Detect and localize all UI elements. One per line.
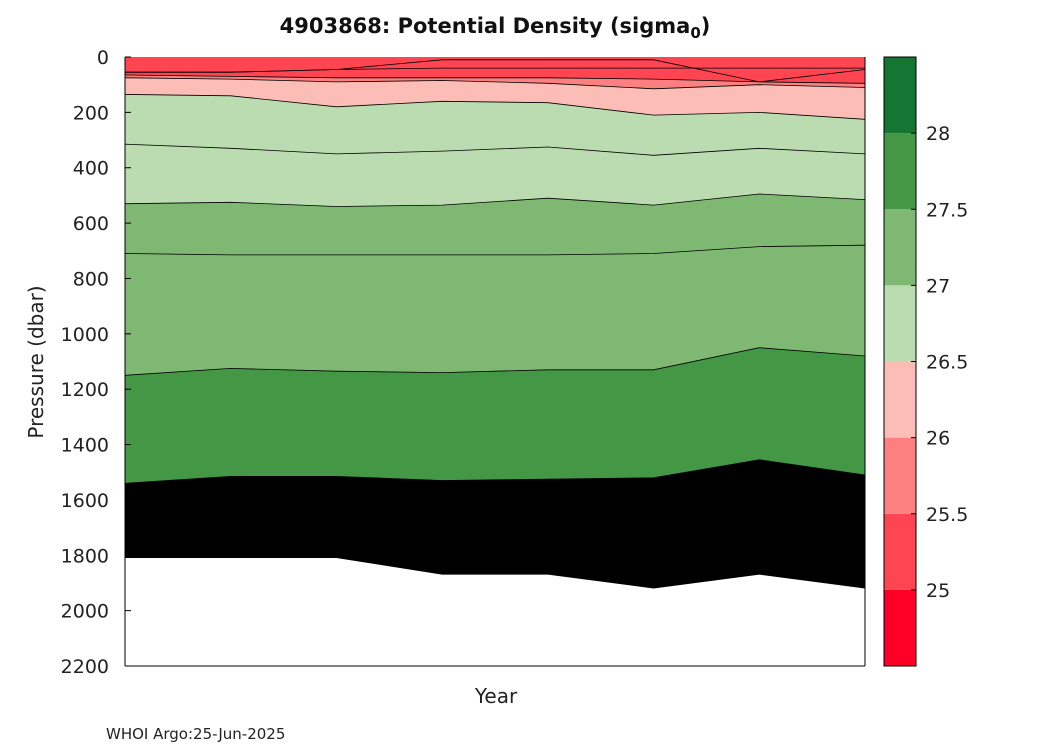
colorbar-segment-0 <box>884 589 916 666</box>
density-band-5 <box>125 144 865 207</box>
colorbar-segment-2 <box>884 437 916 514</box>
colorbar-segment-4 <box>884 285 916 362</box>
surface-contour-line <box>125 59 866 83</box>
colorbar-tick-label: 25 <box>926 580 950 602</box>
colorbar-tick-label: 28 <box>926 123 950 145</box>
density-band-6 <box>125 194 865 255</box>
isopycnal-line-5 <box>124 193 866 207</box>
colorbar-tick-label: 25.5 <box>926 504 968 526</box>
isopycnal-line-3 <box>124 94 866 120</box>
y-tick-label: 2200 <box>61 656 109 678</box>
colorbar-tick-label: 27 <box>926 275 950 297</box>
y-tick-label: 1400 <box>61 435 109 457</box>
y-tick-label: 1600 <box>61 490 109 512</box>
density-band-0 <box>125 57 865 82</box>
x-axis-label: Year <box>474 684 518 708</box>
density-band-7 <box>125 245 865 376</box>
colorbar-segment-5 <box>884 209 916 286</box>
colorbar-segment-7 <box>884 57 916 134</box>
isopycnal-line-2 <box>124 77 866 90</box>
colorbar-segment-1 <box>884 513 916 590</box>
y-tick-label: 600 <box>73 213 109 235</box>
isopycnal-line-1 <box>124 74 866 84</box>
isopycnal-contours <box>124 59 866 484</box>
y-tick-label: 800 <box>73 268 109 290</box>
colorbar-segment-6 <box>884 133 916 210</box>
colorbar-tick-label: 27.5 <box>926 199 968 221</box>
density-band-4 <box>125 94 865 156</box>
density-band-9 <box>125 459 865 589</box>
axes: 0 200 400 600 800 1000 1200 1400 1600 1800 2000 220… <box>61 47 866 678</box>
isopycnal-line-8 <box>124 459 866 484</box>
isopycnal-line-7 <box>124 347 866 376</box>
colorbar-tick-label: 26.5 <box>926 352 968 374</box>
density-band-2 <box>125 75 865 89</box>
y-tick-label: 1200 <box>61 379 109 401</box>
isopycnal-line-4 <box>124 143 866 156</box>
colorbar-segment-3 <box>884 361 916 438</box>
y-tick-label: 1800 <box>61 545 109 567</box>
y-tick-label: 2000 <box>61 601 109 623</box>
y-tick-label: 200 <box>73 102 109 124</box>
colorbar-tick-label: 26 <box>926 428 950 450</box>
footer-credit: WHOI Argo:25-Jun-2025 <box>106 725 286 743</box>
y-tick-label: 1000 <box>61 324 109 346</box>
y-tick-label: 400 <box>73 158 109 180</box>
density-band-8 <box>125 347 865 484</box>
isopycnal-line-6 <box>124 244 866 256</box>
y-tick-label: 0 <box>97 47 109 69</box>
colorbar: 25 25.5 26 26.5 27 27.5 28 <box>883 56 968 667</box>
plot-area <box>125 57 865 589</box>
chart-title: 4903868: Potential Density (sigma0) <box>279 14 711 43</box>
